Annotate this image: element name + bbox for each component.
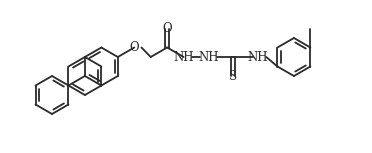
Text: S: S [229, 69, 237, 82]
Text: O: O [162, 22, 172, 35]
Text: NH: NH [173, 50, 194, 63]
Text: O: O [129, 41, 139, 54]
Text: NH: NH [198, 50, 219, 63]
Text: NH: NH [247, 50, 268, 63]
